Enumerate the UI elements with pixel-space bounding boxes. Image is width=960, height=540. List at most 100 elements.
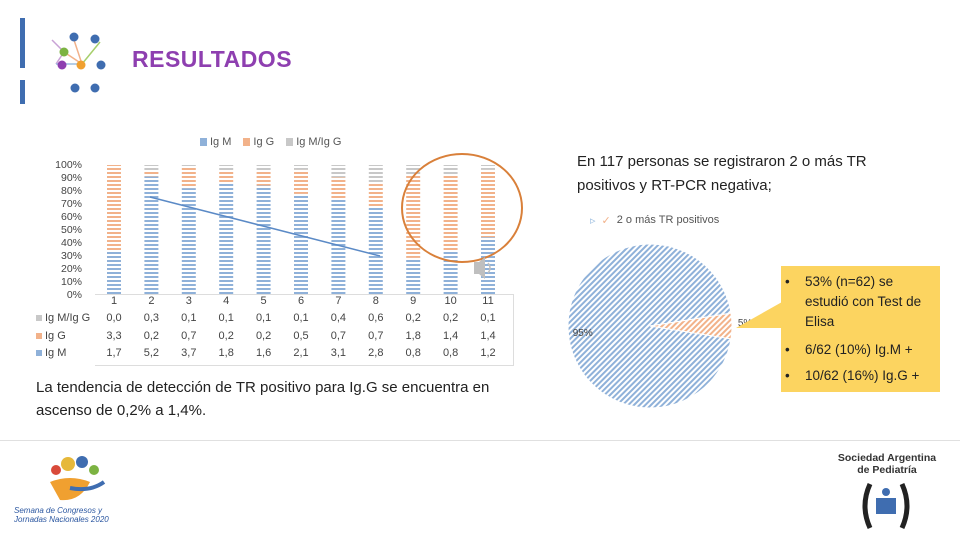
sap-name: Sociedad Argentina de Pediatría [837, 452, 937, 476]
trend-paragraph: La tendencia de detección de TR positivo… [36, 379, 490, 419]
category-label: 10 [444, 295, 457, 307]
bar-segment-ig-g-6 [294, 169, 308, 194]
bar-segment-ig-m-6 [294, 193, 308, 295]
y-tick-label: 70% [60, 198, 82, 210]
pie-slice-5pct [649, 312, 733, 340]
highlight-circle [401, 153, 523, 263]
legend-swatch-igm [200, 138, 207, 146]
category-label: 4 [223, 295, 230, 307]
y-tick-label: 40% [60, 237, 82, 249]
legend-swatch-igg [243, 138, 251, 146]
table-cell: 1,4 [442, 330, 459, 342]
bar-segment-ig-g-3 [181, 167, 196, 189]
bar-segment-ig-m-7 [331, 199, 346, 295]
findings-box: • 53% (n=62) se estudió con Test de Elis… [781, 266, 940, 392]
y-tick-label: 20% [60, 263, 82, 275]
bar-segment-ig-m-ig-g-8 [368, 165, 383, 185]
bar-segment-ig-m-ig-g-6 [294, 165, 308, 170]
table-cell: 0,7 [368, 330, 384, 342]
bullet-igm: 6/62 (10%) Ig.M + [805, 342, 913, 357]
bar-segment-ig-g-8 [368, 184, 383, 207]
table-cell: 3,3 [106, 330, 122, 342]
pie-chart: 95%5% [567, 243, 752, 409]
category-label: 3 [185, 295, 192, 307]
table-cell: 0,1 [218, 312, 234, 324]
category-label: 8 [372, 295, 379, 307]
table-cell: 0,6 [368, 312, 384, 324]
bar-segment-ig-g-7 [331, 177, 346, 200]
sap-logo-icon [862, 482, 910, 530]
bar-segment-ig-g-2 [144, 171, 159, 177]
table-row-label: Ig M/Ig G [36, 312, 90, 324]
y-tick-label: 50% [60, 224, 82, 236]
table-cell: 0,7 [330, 330, 347, 342]
category-label: 11 [482, 295, 494, 307]
bar-segment-ig-g-4 [219, 171, 234, 184]
page-title: RESULTADOS [132, 46, 293, 72]
bar-segment-ig-m-5 [256, 185, 271, 295]
bar-segment-ig-m-4 [219, 183, 234, 295]
pie-slice-95pct [567, 243, 732, 409]
bar-segment-ig-g-10 [443, 175, 458, 252]
semana-caption: Semana de Congresos y Jornadas Nacionale… [14, 506, 109, 524]
trend-line [149, 196, 381, 257]
pie-legend: ▹ ✓ 2 o más TR positivos [590, 214, 719, 227]
legend-item-igm-igg: Ig M/Ig G [286, 136, 341, 148]
table-cell: 3,1 [330, 347, 347, 359]
table-row-label-text: Ig M/Ig G [45, 312, 91, 324]
bar-segment-ig-g-9 [406, 174, 421, 258]
table-row-label-text: Ig G [45, 330, 66, 342]
table-row-swatch [36, 315, 42, 321]
y-tick-label: 10% [60, 276, 82, 288]
table-row-swatch [36, 333, 42, 339]
footer-divider [0, 440, 960, 441]
bullet-igg: 10/62 (16%) Ig.G + [805, 368, 920, 383]
category-label: 1 [110, 295, 118, 307]
table-cell: 0,8 [405, 347, 421, 359]
summary-paragraph: En 117 personas se registraron 2 o más T… [577, 153, 867, 194]
legend-label-igg: Ig G [253, 136, 275, 148]
semana-logo-icon [50, 456, 106, 501]
speaker-icon [474, 257, 491, 279]
bar-segment-ig-g-5 [256, 171, 271, 186]
category-label: 6 [297, 295, 305, 307]
bar-segment-ig-m-3 [181, 188, 196, 295]
table-cell: 1,8 [405, 330, 421, 342]
bar-segment-ig-m-ig-g-2 [144, 165, 159, 172]
y-tick-label: 80% [60, 185, 82, 197]
table-cell: 0,1 [181, 312, 197, 324]
legend-label-igm-igg: Ig M/Ig G [296, 136, 342, 148]
table-cell: 0,1 [293, 312, 309, 324]
bar-segment-ig-g-1 [107, 165, 121, 251]
bar-segment-ig-m-ig-g-7 [331, 165, 346, 178]
y-tick-label: 30% [60, 250, 82, 262]
table-cell: 0,1 [255, 312, 272, 324]
table-cell: 1,6 [255, 347, 272, 359]
bullet-elisa: 53% (n=62) se estudió con Test de Elisa [805, 274, 922, 329]
table-cell: 3,7 [181, 347, 197, 359]
table-cell: 0,2 [442, 312, 459, 324]
category-label: 7 [335, 295, 342, 307]
y-tick-label: 0% [66, 289, 82, 301]
category-label: 2 [148, 295, 155, 307]
category-label: 5 [260, 295, 267, 307]
bar-chart [107, 153, 523, 295]
y-tick-label: 60% [60, 211, 82, 223]
table-cell: 0,2 [218, 330, 234, 342]
bar-segment-ig-m-8 [368, 206, 383, 295]
table-cell: 0,1 [480, 312, 496, 324]
table-cell: 1,8 [218, 347, 234, 359]
y-tick-label: 90% [60, 172, 82, 184]
logo-bar-top [20, 18, 25, 68]
pie-label-95pct: 95% [573, 328, 593, 339]
table-cell: 5,2 [143, 347, 160, 359]
network-logo-icon [51, 32, 106, 93]
legend-marker-icon: ▹ [590, 215, 596, 227]
bar-segment-ig-m-ig-g-10 [443, 165, 458, 176]
table-cell: 2,8 [368, 347, 384, 359]
table-cell: 1,7 [106, 347, 122, 359]
bar-segment-ig-m-ig-g-3 [181, 165, 196, 168]
bar-segment-ig-g-11 [481, 169, 495, 238]
bar-segment-ig-m-ig-g-5 [256, 165, 271, 172]
pointer-triangle [736, 302, 782, 328]
